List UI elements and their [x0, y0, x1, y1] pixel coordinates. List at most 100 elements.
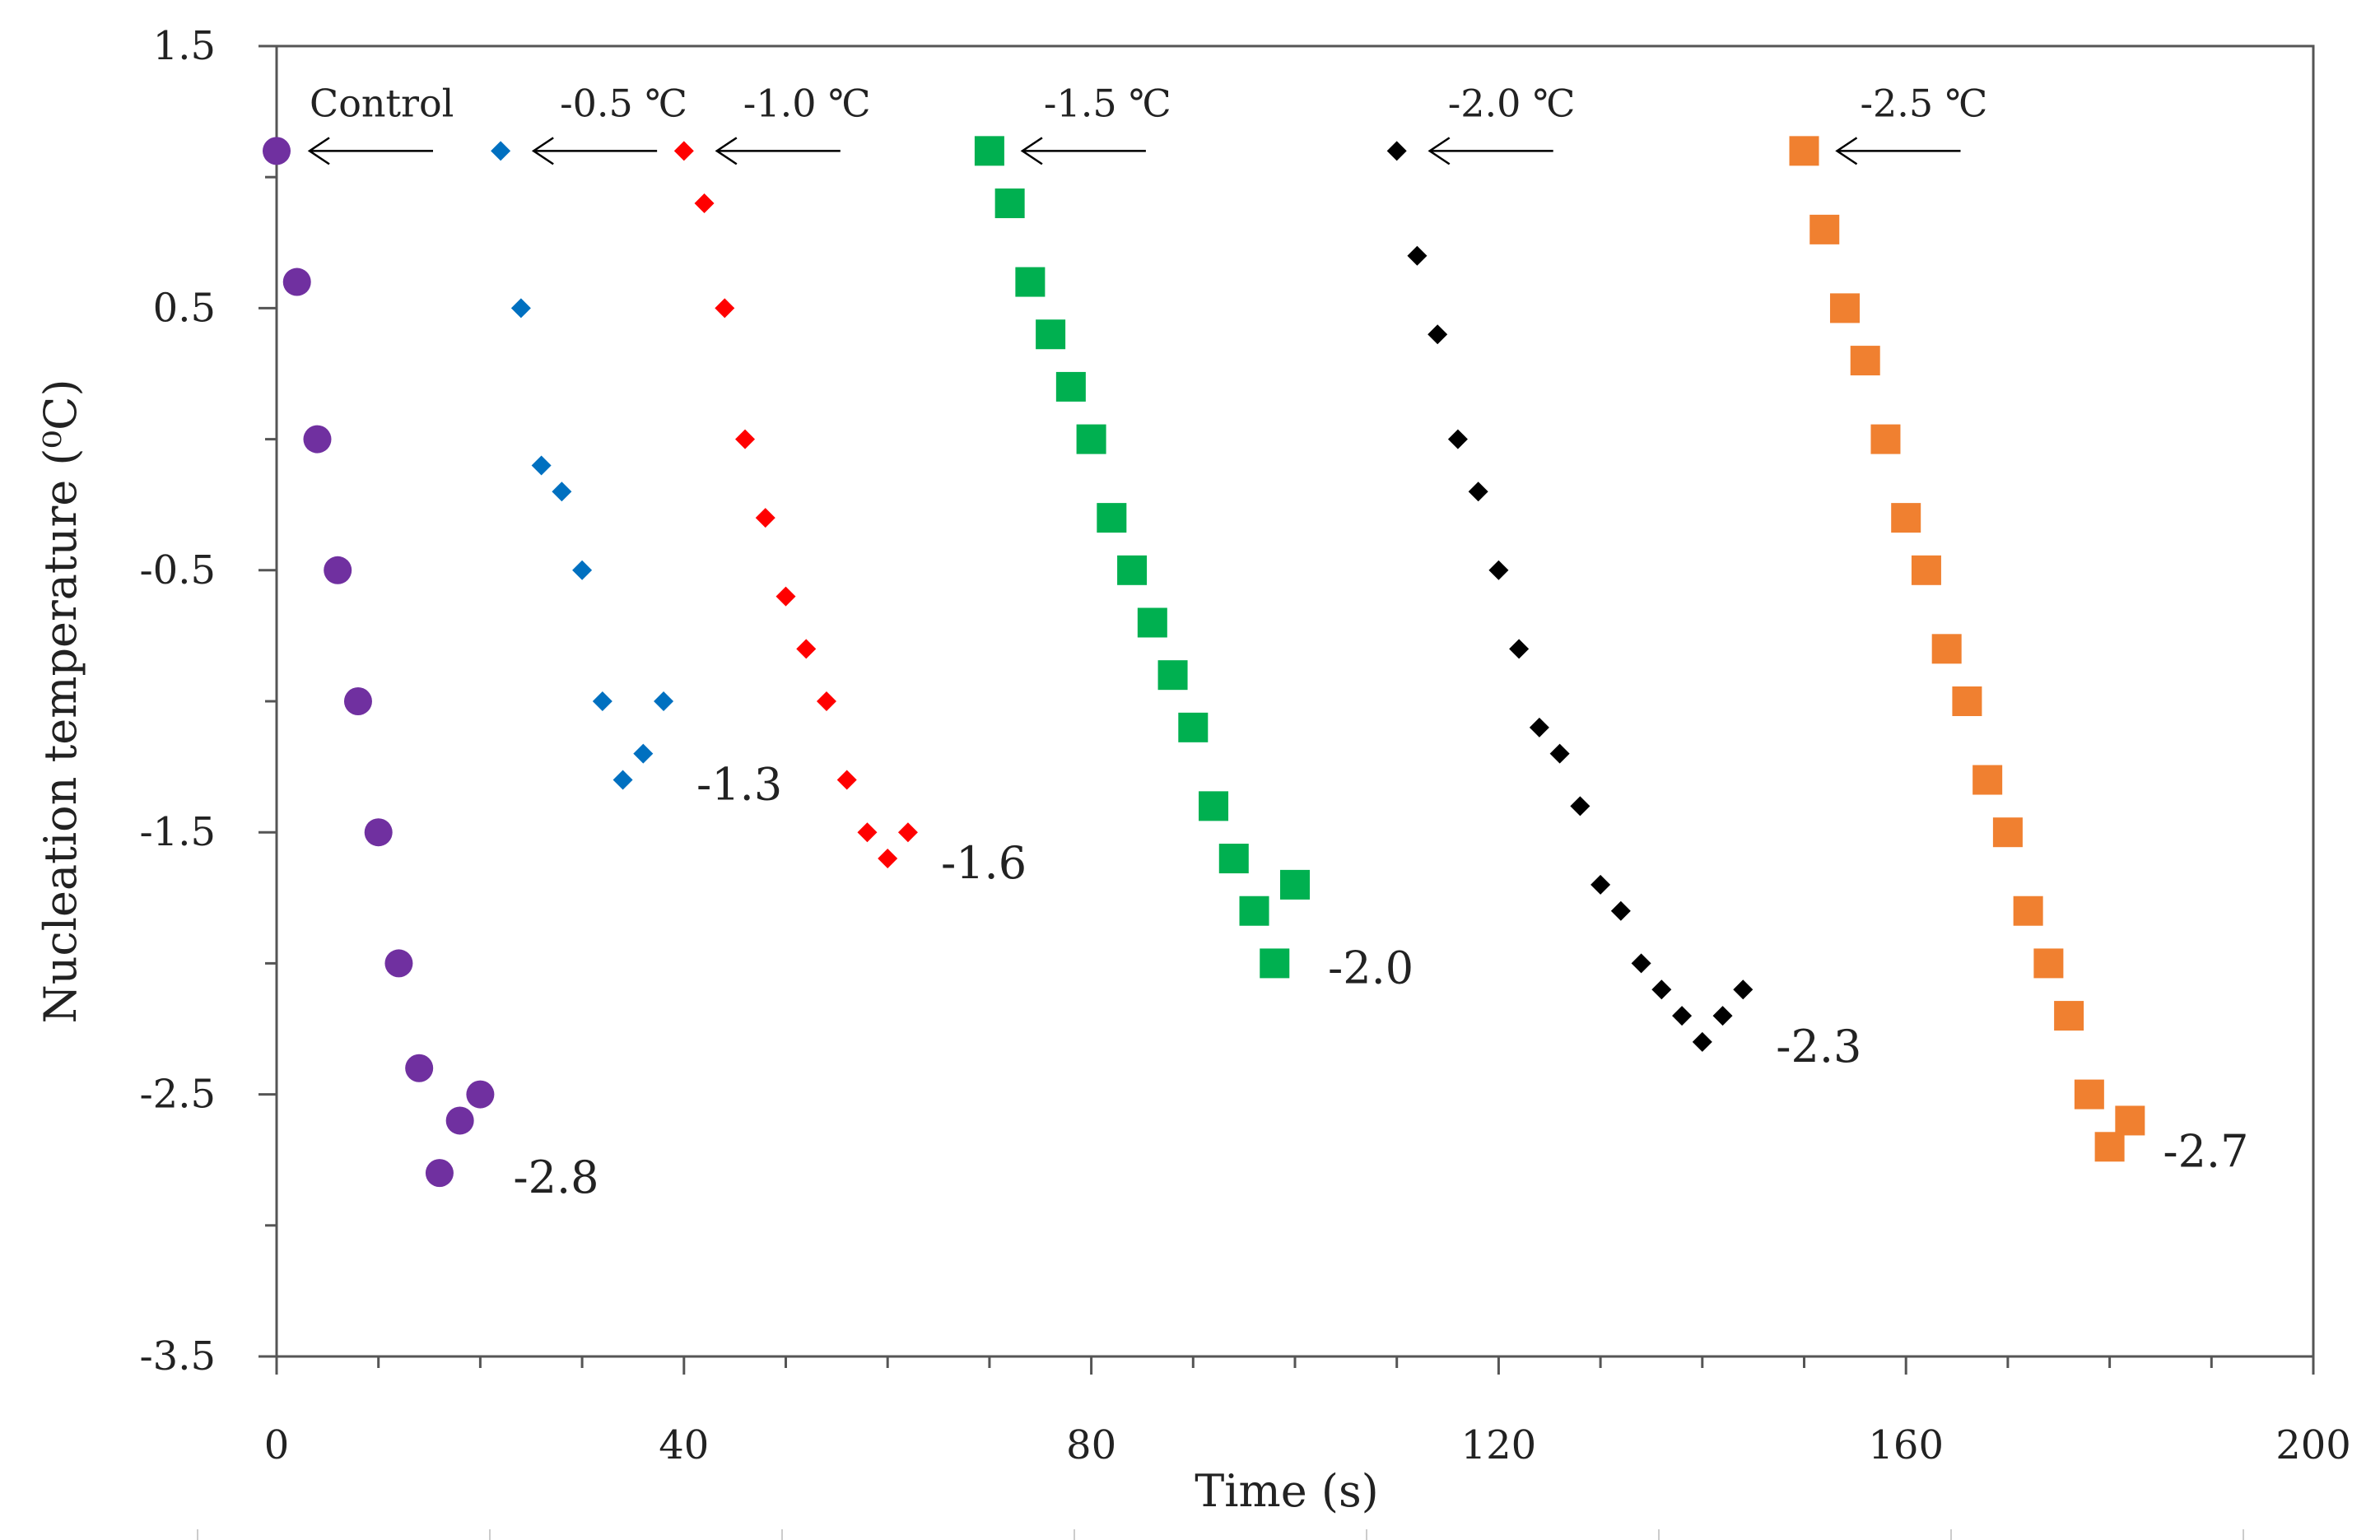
x-tick-label: 80 [1066, 1422, 1116, 1468]
data-point-diamond [673, 141, 694, 161]
y-tick-label: 1.5 [153, 23, 216, 69]
data-point-square [2013, 896, 2043, 926]
x-tick-label: 120 [1461, 1422, 1537, 1468]
data-point-diamond [1672, 1006, 1693, 1026]
data-point-circle [445, 1106, 474, 1135]
data-point-square [2033, 948, 2064, 979]
data-point-diamond [755, 508, 775, 528]
y-axis-title: Nucleation temperature (⁰C) [35, 379, 86, 1023]
data-point-diamond [1712, 1006, 1733, 1026]
y-tick-label: -1.5 [139, 809, 216, 855]
data-point-diamond [775, 586, 796, 607]
data-point-square [1218, 844, 1249, 874]
data-point-square [1280, 869, 1310, 900]
data-point-square [1870, 424, 1901, 454]
data-point-circle [466, 1080, 495, 1109]
data-point-square [1178, 712, 1209, 742]
data-point-square [1809, 214, 1840, 244]
data-point-circle [384, 949, 413, 978]
series-annotation-label: -0.5 ℃ [560, 81, 687, 125]
data-point-square [2054, 1001, 2084, 1031]
series-annotation-label: -2.0 ℃ [1448, 81, 1576, 125]
data-point-diamond [572, 560, 593, 580]
data-point-square [2094, 1132, 2125, 1162]
annotation-arrow-head [531, 137, 554, 165]
series-annotation-label: Control [310, 81, 454, 125]
data-point-square [1931, 634, 1962, 664]
data-point-square [1055, 371, 1086, 402]
bottom-decorative-ticks [197, 1529, 2244, 1540]
x-tick-label: 200 [2275, 1422, 2351, 1468]
data-point-square [1239, 896, 1269, 926]
data-point-diamond [836, 770, 857, 790]
data-point-diamond [1509, 639, 1530, 659]
data-point-diamond [491, 141, 511, 161]
annotation-arrow-head [715, 137, 738, 165]
data-point-diamond [1428, 324, 1448, 345]
data-point-diamond [816, 691, 836, 711]
data-point-diamond [510, 298, 531, 319]
data-point-diamond [1733, 979, 1754, 1000]
series-end-label: -2.7 [2163, 1125, 2248, 1177]
data-point-square [1992, 817, 2023, 848]
y-tick-label: -2.5 [139, 1072, 216, 1118]
data-point-circle [303, 425, 332, 454]
series-end-label: -2.3 [1776, 1021, 1861, 1072]
data-point-diamond [897, 822, 918, 843]
data-point-circle [324, 556, 352, 584]
series-annotation-label: -1.5 ℃ [1044, 81, 1171, 125]
data-point-square [1891, 503, 1921, 533]
x-tick-label: 0 [264, 1422, 290, 1468]
data-point-diamond [1529, 717, 1549, 737]
series-annotation-label: -2.5 ℃ [1861, 81, 1988, 125]
data-point-diamond [633, 743, 654, 764]
data-point-diamond [1488, 560, 1509, 580]
data-point-diamond [1692, 1031, 1712, 1052]
y-tick-label: -0.5 [139, 547, 216, 593]
data-point-square [974, 136, 1004, 166]
data-point-diamond [715, 298, 735, 319]
data-point-square [1117, 555, 1148, 585]
data-point-diamond [694, 193, 715, 214]
data-point-diamond [1631, 953, 1651, 974]
data-point-circle [425, 1159, 454, 1188]
data-point-diamond [1610, 900, 1631, 921]
data-point-square [1260, 948, 1290, 979]
data-point-diamond [796, 639, 817, 659]
axis-tick-labels: 0 40 80 120 160 200 1.5 0.5 -0.5 -1.5 -2.5 -3.5 [139, 23, 2350, 1468]
y-tick-label: -3.5 [139, 1333, 216, 1379]
data-point-diamond [654, 691, 674, 711]
data-point-square [1911, 555, 1941, 585]
data-point-square [1076, 424, 1106, 454]
annotation-arrow-head [307, 137, 330, 165]
data-point-square [1850, 346, 1880, 376]
annotations: Control -0.5 ℃ -1.0 ℃ -1.5 ℃ -2.0 ℃ -2.5 ℃ [307, 81, 1988, 165]
data-point-diamond [1468, 482, 1488, 502]
data-point-square [994, 188, 1025, 219]
series-end-label: -2.0 [1328, 942, 1414, 993]
data-point-square [1199, 791, 1229, 821]
x-axis-title: Time (s) [1195, 1465, 1378, 1517]
series-end-label: -2.8 [513, 1152, 598, 1203]
data-point-diamond [735, 429, 756, 449]
data-point-diamond [1651, 979, 1672, 1000]
y-tick-label: 0.5 [153, 285, 216, 331]
data-point-circle [263, 137, 291, 165]
annotation-arrow-head [1428, 137, 1451, 165]
data-point-square [2115, 1105, 2145, 1136]
data-point-square [1036, 319, 1066, 350]
data-point-square [1972, 765, 2003, 795]
data-point-diamond [1447, 429, 1468, 449]
series-end-label: -1.6 [941, 837, 1027, 889]
data-point-square [1137, 607, 1167, 638]
data-point-diamond [1386, 141, 1407, 161]
data-point-diamond [1549, 743, 1570, 764]
data-point-circle [282, 268, 311, 296]
data-point-diamond [1570, 796, 1591, 817]
x-tick-label: 40 [659, 1422, 709, 1468]
end-labels: -2.8 -1.3 -1.6 -2.0 -2.3 -2.7 [513, 759, 2248, 1204]
data-point-circle [405, 1054, 434, 1082]
annotation-arrow-head [1835, 137, 1858, 165]
data-point-diamond [878, 849, 898, 869]
data-markers [263, 136, 2145, 1188]
